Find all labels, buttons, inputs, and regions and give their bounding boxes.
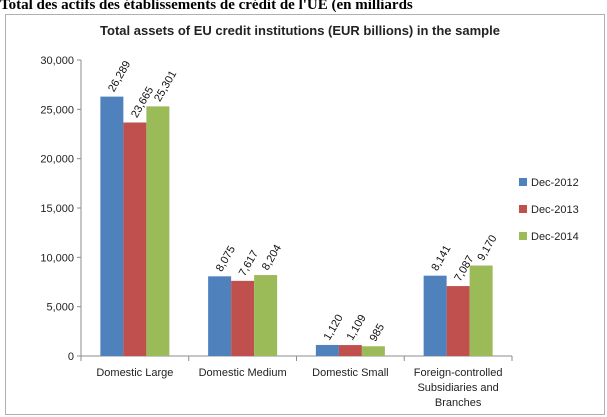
data-label: 985 [368, 322, 388, 344]
y-axis: 0 5,000 10,000 15,000 20,000 25,000 30,000 [40, 55, 82, 363]
y-tick-label: 20,000 [40, 154, 74, 166]
bar [123, 122, 147, 356]
bar [469, 265, 493, 356]
bar [361, 346, 385, 356]
x-tick-label: Domestic Small [312, 367, 388, 379]
bar [146, 106, 170, 356]
bar [100, 96, 124, 356]
data-label: 7,617 [237, 249, 261, 279]
x-tick-label: Domestic Medium [199, 367, 287, 379]
legend-label: Dec-2014 [531, 231, 579, 243]
data-label: 8,141 [429, 243, 453, 273]
data-label: 26,289 [106, 59, 133, 94]
x-tick-label: Domestic Large [96, 367, 173, 379]
y-tick-label: 25,000 [40, 104, 74, 116]
y-tick-label: 10,000 [40, 252, 74, 264]
data-label: 1,109 [345, 313, 369, 343]
legend-swatch [519, 232, 527, 240]
y-tick-label: 0 [68, 351, 74, 363]
data-label: 8,075 [214, 244, 238, 274]
y-tick-label: 5,000 [46, 302, 74, 314]
chart-title: Total assets of EU credit institutions (… [100, 23, 500, 38]
legend-label: Dec-2013 [531, 204, 579, 216]
bar [208, 276, 232, 356]
bar [315, 344, 339, 356]
legend: Dec-2012 Dec-2013 Dec-2014 [519, 177, 579, 243]
legend-label: Dec-2012 [531, 177, 579, 189]
y-tick-label: 15,000 [40, 203, 74, 215]
legend-swatch [519, 178, 527, 186]
bar [338, 345, 362, 356]
x-tick-label: Foreign-controlled Subsidiaries and Branch… [414, 367, 503, 409]
legend-swatch [519, 205, 527, 213]
document-title: Total des actifs des établissements de c… [0, 0, 413, 13]
x-axis: Domestic Large Domestic Medium Domestic Sm… [80, 355, 513, 409]
bar [423, 275, 447, 356]
bar [231, 280, 255, 356]
data-label: 1,120 [322, 313, 346, 343]
y-tick-label: 30,000 [40, 55, 74, 67]
bar [446, 286, 470, 356]
bar [254, 275, 278, 356]
data-label: 25,301 [152, 69, 179, 104]
bars [100, 96, 493, 356]
data-label: 8,204 [260, 243, 284, 273]
data-label: 9,170 [475, 233, 499, 263]
